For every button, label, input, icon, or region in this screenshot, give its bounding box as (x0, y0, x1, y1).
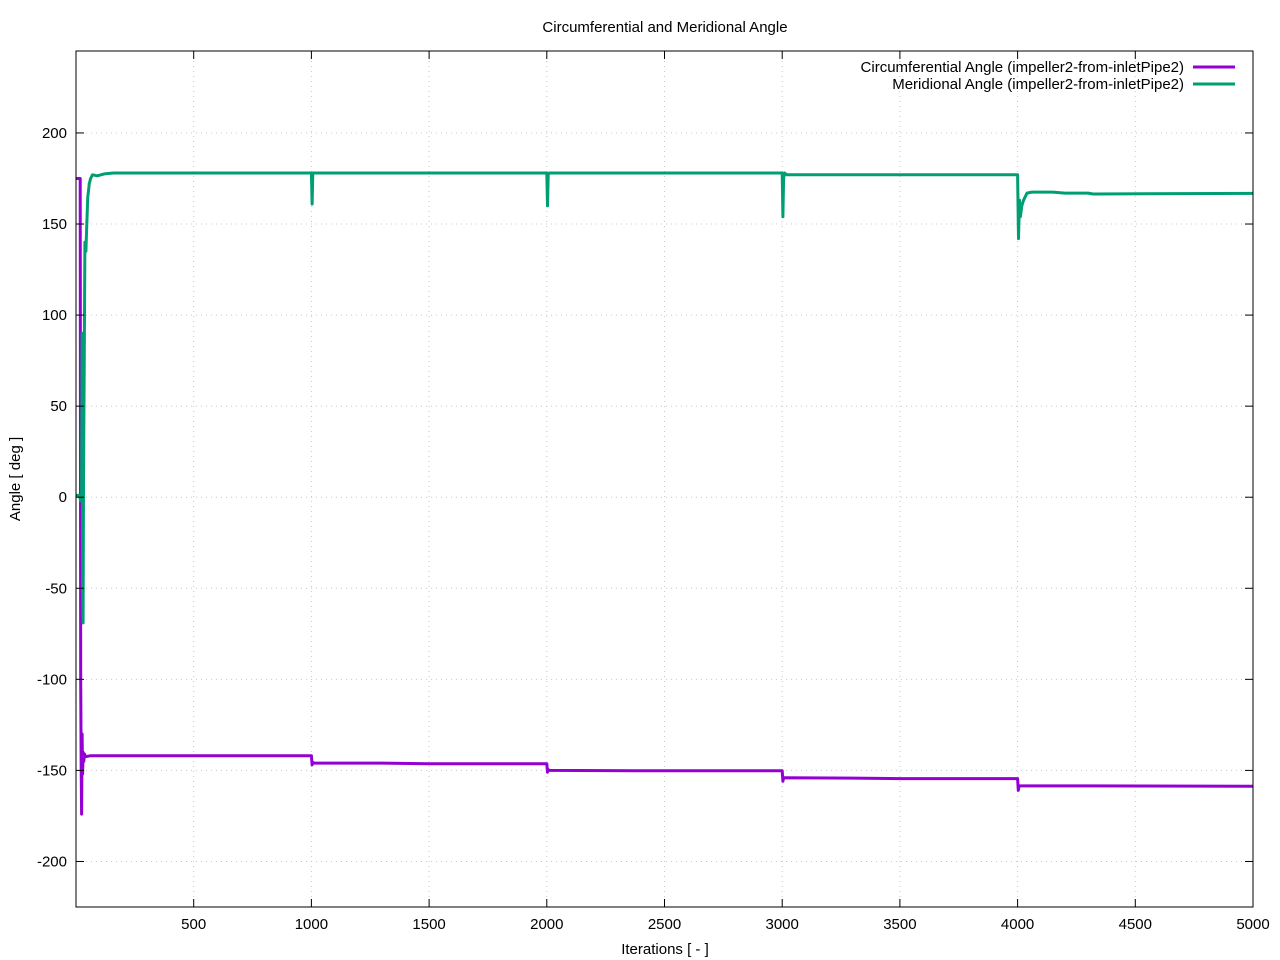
series-line-0 (76, 177, 1254, 816)
legend: Circumferential Angle (impeller2-from-in… (861, 59, 1235, 93)
y-axis-label: Angle [ deg ] (7, 437, 24, 521)
y-tick-label: 100 (42, 307, 67, 324)
y-tick-label: -100 (37, 671, 67, 688)
x-tick-label: 5000 (1236, 916, 1269, 933)
x-tick-label: 1000 (295, 916, 328, 933)
x-tick-label: 4000 (1001, 916, 1034, 933)
x-tick-label: 1500 (412, 916, 445, 933)
tick-labels: 500 1000 1500 2000 2500 3000 3500 4000 4500 5000-… (37, 125, 1270, 933)
x-tick-label: 4500 (1119, 916, 1152, 933)
grid (76, 51, 1253, 907)
legend-label-1: Meridional Angle (impeller2-from-inletPi… (892, 76, 1184, 93)
x-tick-label: 3000 (766, 916, 799, 933)
chart-title: Circumferential and Meridional Angle (542, 19, 787, 36)
y-tick-label: -150 (37, 762, 67, 779)
y-tick-label: 50 (50, 398, 67, 415)
x-axis-label: Iterations [ - ] (621, 941, 709, 958)
legend-label-0: Circumferential Angle (impeller2-from-in… (861, 59, 1184, 76)
y-tick-label: -200 (37, 853, 67, 870)
x-tick-label: 500 (181, 916, 206, 933)
y-tick-label: -50 (45, 580, 67, 597)
x-tick-label: 3500 (883, 916, 916, 933)
y-tick-label: 200 (42, 125, 67, 142)
ticks (76, 51, 1254, 907)
y-tick-label: 0 (59, 489, 67, 506)
x-tick-label: 2000 (530, 916, 563, 933)
series-line-1 (76, 171, 1254, 625)
x-tick-label: 2500 (648, 916, 681, 933)
series-layer (76, 171, 1254, 816)
y-tick-label: 150 (42, 216, 67, 233)
